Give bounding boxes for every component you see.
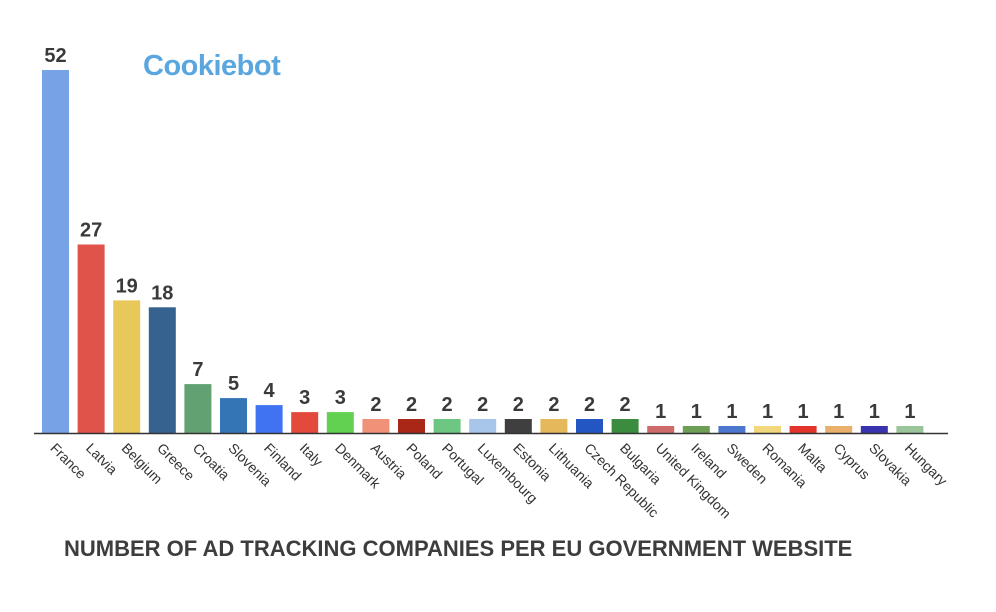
value-label-united-kingdom: 1 [655,401,666,423]
value-label-ireland: 1 [691,401,702,423]
value-label-belgium: 19 [116,275,138,297]
bar-belgium [113,300,141,433]
value-label-hungary: 1 [904,401,915,423]
bar-sweden [718,426,746,433]
value-label-italy: 3 [299,387,310,409]
bar-slovenia [220,398,247,433]
value-label-romania: 1 [762,401,773,423]
value-label-malta: 1 [798,401,809,423]
tick-label-croatia: Croatia [190,440,233,483]
x-tick-labels: FranceLatviaBelgiumGreeceCroatiaSlovenia… [47,440,950,522]
tick-label-latvia: Latvia [83,440,121,478]
bar-cyprus [825,426,853,433]
value-label-portugal: 2 [442,394,453,416]
bar-austria [362,419,390,433]
bar-czech-republic [576,419,603,433]
tick-label-cyprus: Cyprus [831,440,874,483]
value-label-croatia: 7 [192,359,203,381]
bar-latvia [77,244,105,433]
bar-france [42,70,69,433]
cookiebot-logo: Cookiebot [143,50,281,82]
bar-portugal [433,419,461,433]
value-label-sweden: 1 [726,401,737,423]
bar-greece [148,307,176,433]
bar-slovakia [860,426,888,433]
bar-estonia [504,419,532,433]
bar-malta [789,426,817,433]
value-label-denmark: 3 [335,387,346,409]
value-label-france: 52 [44,45,66,67]
bar-poland [398,419,425,433]
bar-ireland [682,426,710,433]
value-label-lithuania: 2 [548,394,559,416]
bar-hungary [896,426,924,433]
tick-label-poland: Poland [403,440,445,482]
value-label-finland: 4 [264,380,276,402]
bars [42,70,924,433]
tick-label-france: France [47,440,89,482]
value-labels: 52 27 19 18 7 5 4 3 3 2 2 2 2 2 2 2 2 1 1 1 1 1 1 1 1 [44,45,915,423]
tick-label-italy: Italy [297,440,326,469]
value-label-latvia: 27 [80,220,102,242]
bar-denmark [326,412,354,433]
value-label-cyprus: 1 [833,401,844,423]
bar-lithuania [540,419,568,433]
value-label-greece: 18 [151,282,173,304]
bar-croatia [184,384,212,433]
value-label-estonia: 2 [513,394,524,416]
value-label-austria: 2 [370,394,381,416]
chart-title: NUMBER OF AD TRACKING COMPANIES PER EU G… [64,536,853,561]
value-label-czech-republic: 2 [584,394,595,416]
value-label-poland: 2 [406,394,417,416]
value-label-slovakia: 1 [869,401,880,423]
bar-finland [255,405,283,433]
bar-bulgaria [611,419,639,433]
bar-romania [754,426,781,433]
value-label-bulgaria: 2 [620,394,631,416]
bar-united-kingdom [647,426,675,433]
bar-luxembourg [469,419,497,433]
value-label-slovenia: 5 [228,373,239,395]
value-label-luxembourg: 2 [477,394,488,416]
bar-italy [291,412,319,433]
